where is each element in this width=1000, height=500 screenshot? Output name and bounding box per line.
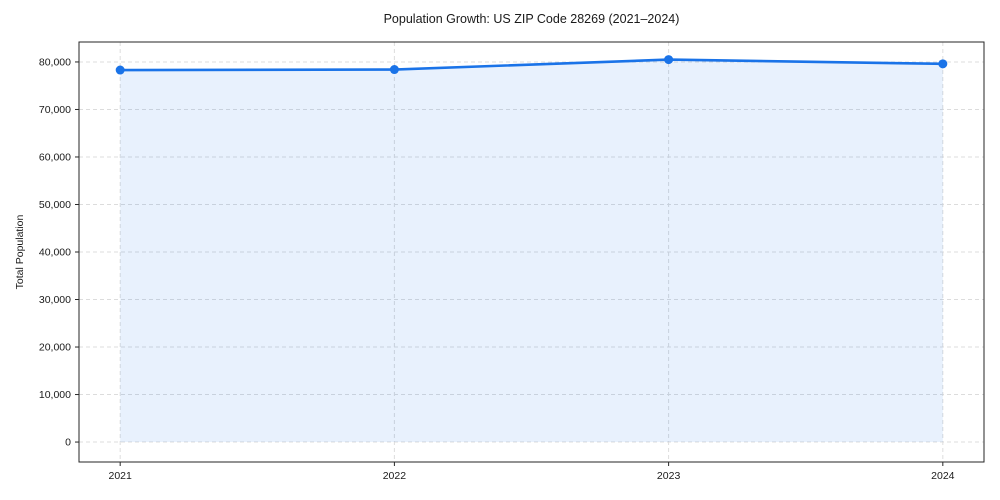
data-point-marker [389, 65, 399, 75]
y-tick-label: 40,000 [39, 247, 71, 259]
x-tick-label: 2021 [108, 470, 132, 482]
data-point-marker [664, 55, 674, 65]
plot-border [78, 41, 985, 463]
x-tick-label: 2024 [931, 470, 955, 482]
y-tick-label: 20,000 [39, 342, 71, 354]
area-fill [120, 59, 943, 443]
chart-title: Population Growth: US ZIP Code 28269 (20… [383, 12, 680, 26]
data-point-marker [115, 65, 125, 75]
y-tick-label: 10,000 [39, 389, 71, 401]
x-tick-label: 2023 [657, 470, 681, 482]
data-point-marker [938, 59, 948, 69]
y-tick-label: 0 [65, 437, 71, 449]
x-tick-label: 2022 [383, 470, 407, 482]
y-tick-label: 50,000 [39, 199, 71, 211]
y-tick-label: 80,000 [39, 57, 71, 69]
y-tick-label: 30,000 [39, 294, 71, 306]
trend-line [118, 58, 945, 72]
y-tick-label: 60,000 [39, 152, 71, 164]
y-tick-label: 70,000 [39, 104, 71, 116]
